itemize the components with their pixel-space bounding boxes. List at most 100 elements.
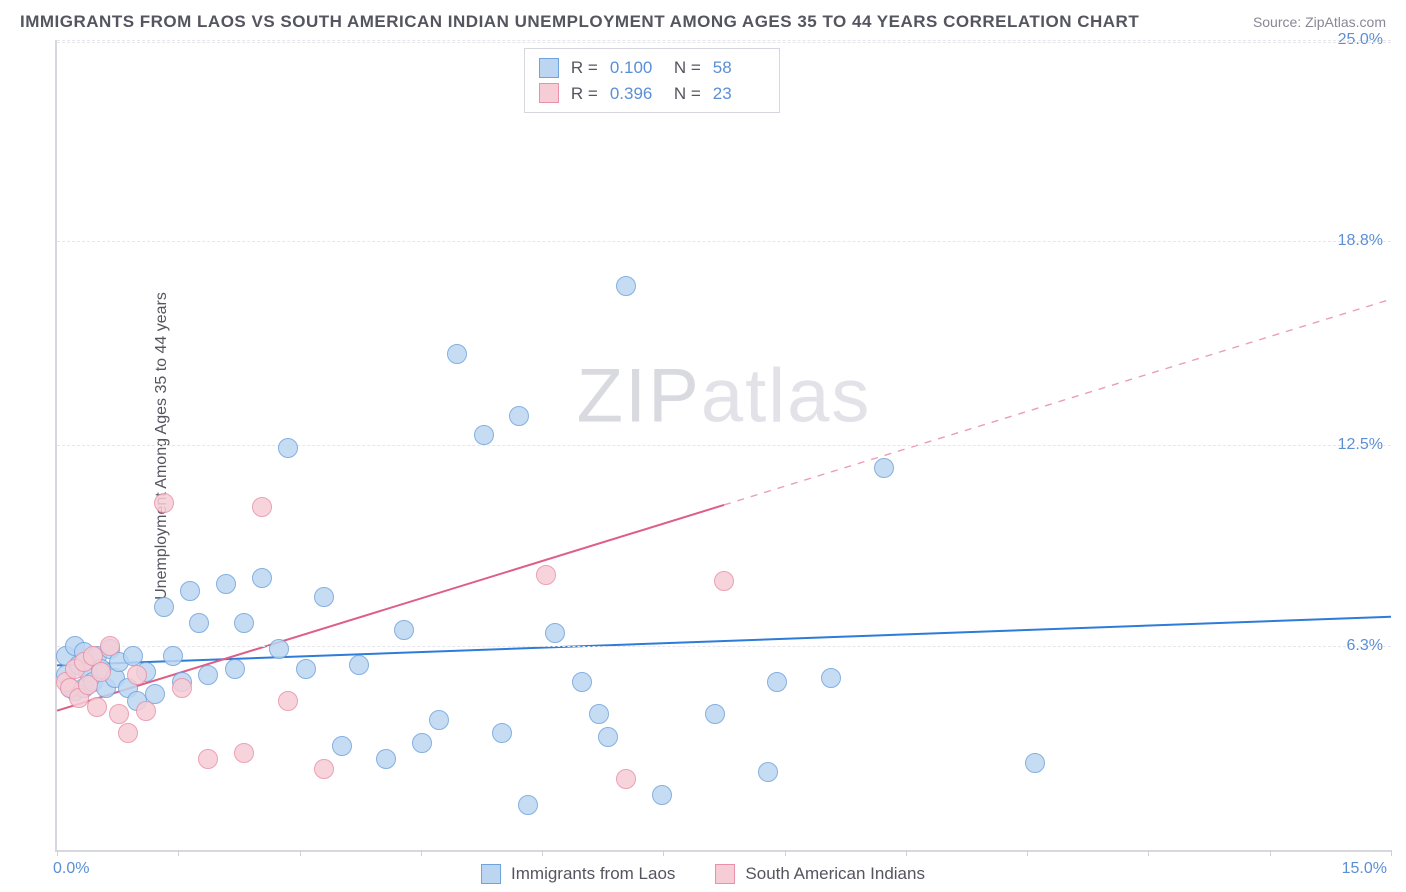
legend-label: South American Indians <box>745 864 925 884</box>
gridline-h <box>57 646 1391 647</box>
x-tick-mark <box>57 850 58 856</box>
legend-swatch <box>539 83 559 103</box>
x-axis-max: 15.0% <box>1342 860 1387 878</box>
x-tick-mark <box>785 850 786 856</box>
data-point <box>198 665 218 685</box>
data-point <box>252 497 272 517</box>
data-point <box>314 759 334 779</box>
x-axis-min: 0.0% <box>53 860 89 878</box>
data-point <box>767 672 787 692</box>
y-tick-label: 12.5% <box>1338 436 1383 454</box>
legend-item: South American Indians <box>715 864 925 884</box>
n-value: 58 <box>713 55 765 81</box>
data-point <box>216 574 236 594</box>
data-point <box>269 639 289 659</box>
data-point <box>332 736 352 756</box>
data-point <box>136 701 156 721</box>
trend-line-dashed <box>724 299 1391 505</box>
stats-row: R = 0.396 N = 23 <box>539 81 765 107</box>
data-point <box>758 762 778 782</box>
y-tick-label: 6.3% <box>1347 637 1383 655</box>
x-tick-mark <box>1270 850 1271 856</box>
n-value: 23 <box>713 81 765 107</box>
x-tick-mark <box>300 850 301 856</box>
legend-swatch <box>715 864 735 884</box>
data-point <box>652 785 672 805</box>
data-point <box>545 623 565 643</box>
x-tick-mark <box>421 850 422 856</box>
legend-swatch <box>539 58 559 78</box>
data-point <box>536 565 556 585</box>
r-value: 0.396 <box>610 81 662 107</box>
trend-line-solid <box>57 617 1391 666</box>
x-tick-mark <box>542 850 543 856</box>
data-point <box>252 568 272 588</box>
data-point <box>234 743 254 763</box>
x-tick-mark <box>906 850 907 856</box>
data-point <box>598 727 618 747</box>
data-point <box>616 276 636 296</box>
data-point <box>412 733 432 753</box>
x-tick-mark <box>178 850 179 856</box>
data-point <box>198 749 218 769</box>
data-point <box>1025 753 1045 773</box>
data-point <box>518 795 538 815</box>
data-point <box>234 613 254 633</box>
data-point <box>91 662 111 682</box>
watermark: ZIPatlas <box>577 353 872 440</box>
data-point <box>492 723 512 743</box>
data-point <box>394 620 414 640</box>
data-point <box>447 344 467 364</box>
bottom-legend: Immigrants from Laos South American India… <box>481 864 925 884</box>
data-point <box>474 425 494 445</box>
data-point <box>172 678 192 698</box>
data-point <box>314 587 334 607</box>
x-tick-mark <box>1391 850 1392 856</box>
data-point <box>154 493 174 513</box>
n-label: N = <box>674 55 701 81</box>
chart-title: IMMIGRANTS FROM LAOS VS SOUTH AMERICAN I… <box>20 12 1139 32</box>
y-tick-label: 25.0% <box>1338 31 1383 49</box>
legend-swatch <box>481 864 501 884</box>
data-point <box>189 613 209 633</box>
source-credit: Source: ZipAtlas.com <box>1253 14 1386 30</box>
data-point <box>429 710 449 730</box>
r-label: R = <box>571 55 598 81</box>
stats-row: R = 0.100 N = 58 <box>539 55 765 81</box>
x-tick-mark <box>1027 850 1028 856</box>
legend-item: Immigrants from Laos <box>481 864 675 884</box>
y-tick-label: 18.8% <box>1338 232 1383 250</box>
data-point <box>714 571 734 591</box>
data-point <box>705 704 725 724</box>
r-value: 0.100 <box>610 55 662 81</box>
x-tick-mark <box>663 850 664 856</box>
data-point <box>278 438 298 458</box>
data-point <box>821 668 841 688</box>
data-point <box>118 723 138 743</box>
gridline-h <box>57 241 1391 242</box>
gridline-h <box>57 40 1391 41</box>
x-tick-mark <box>1148 850 1149 856</box>
r-label: R = <box>571 81 598 107</box>
correlation-stats-box: R = 0.100 N = 58 R = 0.396 N = 23 <box>524 48 780 113</box>
data-point <box>87 697 107 717</box>
scatter-plot: ZIPatlas R =0.100N =58R =0.396N =23 0.0%… <box>55 40 1391 852</box>
data-point <box>163 646 183 666</box>
data-point <box>109 704 129 724</box>
legend-label: Immigrants from Laos <box>511 864 675 884</box>
data-point <box>874 458 894 478</box>
data-point <box>127 665 147 685</box>
data-point <box>154 597 174 617</box>
data-point <box>278 691 298 711</box>
data-point <box>589 704 609 724</box>
data-point <box>349 655 369 675</box>
data-point <box>616 769 636 789</box>
gridline-h <box>57 445 1391 446</box>
gridline-h <box>57 42 1391 43</box>
data-point <box>180 581 200 601</box>
data-point <box>225 659 245 679</box>
data-point <box>296 659 316 679</box>
data-point <box>100 636 120 656</box>
data-point <box>509 406 529 426</box>
n-label: N = <box>674 81 701 107</box>
